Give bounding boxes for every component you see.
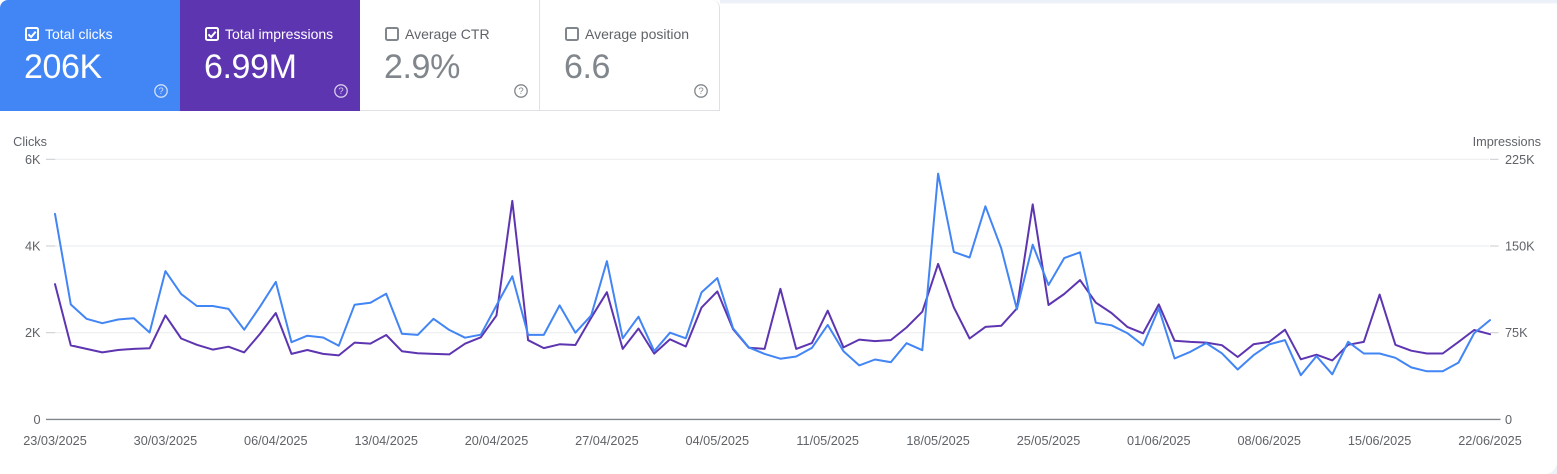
svg-text:13/04/2025: 13/04/2025	[354, 434, 418, 448]
svg-text:?: ?	[338, 86, 343, 97]
svg-text:?: ?	[518, 86, 523, 97]
svg-text:Clicks: Clicks	[13, 135, 47, 149]
svg-text:?: ?	[698, 86, 703, 97]
svg-text:08/06/2025: 08/06/2025	[1237, 434, 1301, 448]
svg-text:20/04/2025: 20/04/2025	[465, 434, 529, 448]
svg-text:6K: 6K	[25, 153, 41, 167]
svg-text:30/03/2025: 30/03/2025	[134, 434, 198, 448]
svg-text:0: 0	[33, 413, 40, 427]
svg-text:225K: 225K	[1505, 153, 1535, 167]
svg-text:150K: 150K	[1505, 240, 1535, 254]
svg-text:2K: 2K	[25, 326, 41, 340]
svg-text:Impressions: Impressions	[1473, 135, 1541, 149]
svg-text:01/06/2025: 01/06/2025	[1127, 434, 1191, 448]
svg-text:18/05/2025: 18/05/2025	[906, 434, 970, 448]
svg-text:04/05/2025: 04/05/2025	[686, 434, 750, 448]
svg-text:27/04/2025: 27/04/2025	[575, 434, 639, 448]
svg-text:25/05/2025: 25/05/2025	[1017, 434, 1081, 448]
svg-text:15/06/2025: 15/06/2025	[1348, 434, 1412, 448]
svg-text:0: 0	[1505, 413, 1512, 427]
svg-text:11/05/2025: 11/05/2025	[796, 434, 859, 448]
svg-text:4K: 4K	[25, 240, 41, 254]
svg-text:06/04/2025: 06/04/2025	[244, 434, 308, 448]
svg-text:?: ?	[158, 86, 163, 97]
svg-text:75K: 75K	[1505, 326, 1528, 340]
svg-text:22/06/2025: 22/06/2025	[1458, 434, 1522, 448]
svg-text:23/03/2025: 23/03/2025	[23, 434, 87, 448]
